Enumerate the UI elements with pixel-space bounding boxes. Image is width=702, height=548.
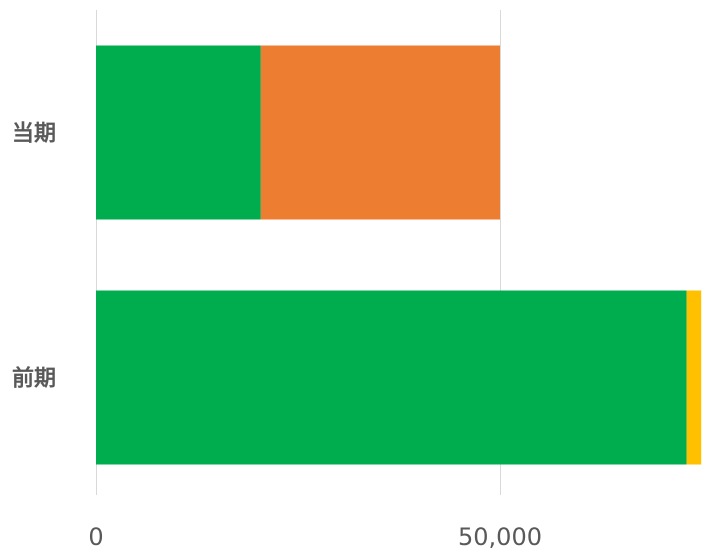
- x-tick-label-0: 0: [88, 523, 103, 548]
- category-label-0: 当期: [12, 122, 56, 147]
- x-tick-label-1: 50,000: [458, 523, 542, 548]
- category-label-1: 前期: [12, 366, 56, 392]
- bar-segment-1-0: [96, 290, 687, 465]
- bar-segment-1-2: [686, 290, 702, 465]
- bar-segment-0-0: [96, 45, 261, 220]
- bars: [96, 45, 702, 465]
- bar-segment-0-1: [260, 45, 500, 220]
